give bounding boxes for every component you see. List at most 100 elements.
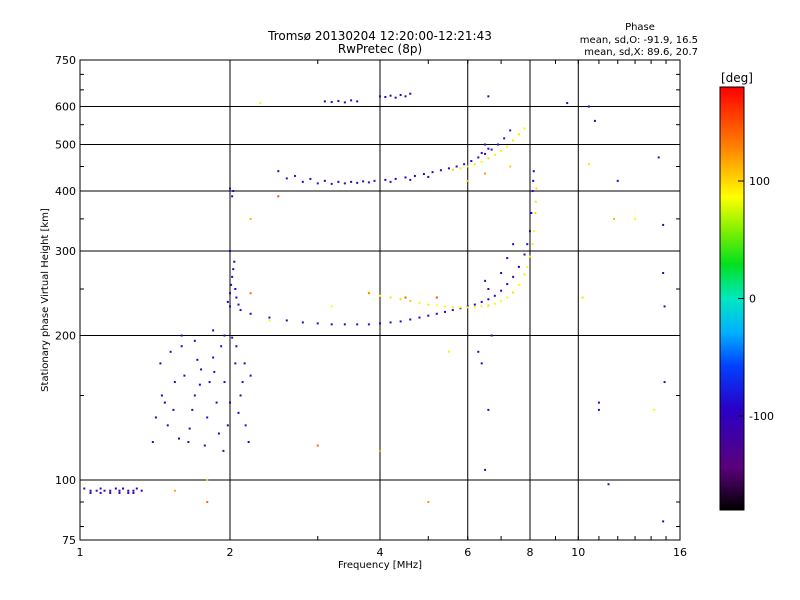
data-point [459, 306, 462, 309]
data-point [232, 190, 235, 193]
data-point [226, 300, 229, 303]
data-point [234, 288, 237, 291]
data-point [169, 350, 172, 353]
data-point [466, 179, 469, 182]
data-point [487, 304, 490, 307]
data-point [487, 298, 490, 301]
y-tick-label: 500 [55, 139, 76, 152]
data-point [487, 147, 490, 150]
data-point [480, 305, 483, 308]
data-point [663, 381, 666, 384]
data-point [480, 152, 483, 155]
data-point [244, 424, 247, 427]
data-point [301, 180, 304, 183]
data-point [379, 294, 381, 297]
data-point [493, 302, 496, 305]
data-point [389, 180, 392, 183]
data-point [531, 190, 534, 193]
data-point [89, 489, 92, 492]
data-point [230, 283, 233, 286]
data-point [662, 271, 665, 274]
data-point [367, 181, 370, 184]
data-point [350, 99, 353, 102]
data-point [109, 489, 112, 492]
data-point [466, 165, 469, 168]
phase-info-o: mean, sd,O: -91.9, 16.5 [580, 35, 698, 46]
data-point [427, 314, 430, 317]
data-point [83, 487, 86, 490]
data-point [198, 383, 201, 386]
data-point [597, 401, 600, 404]
data-point [384, 178, 387, 181]
data-point [427, 175, 430, 178]
data-point [268, 319, 271, 322]
data-point [409, 92, 412, 95]
data-point [455, 165, 458, 168]
data-point [268, 316, 271, 319]
chart-subtitle: RwPretec (8p) [338, 42, 422, 56]
data-point [127, 489, 130, 492]
y-tick-label: 75 [62, 534, 76, 547]
data-point [183, 374, 186, 377]
data-point [206, 479, 209, 482]
data-point [616, 179, 619, 182]
x-tick-label: 10 [571, 546, 585, 559]
data-point [517, 283, 520, 286]
chart-title: Tromsø 20130204 12:20:00-12:21:43 [267, 29, 492, 43]
data-point [343, 182, 346, 185]
data-point [249, 217, 252, 220]
y-axis-label: Stationary phase Virtual Height [km] [40, 208, 51, 392]
data-point [493, 153, 496, 156]
data-point [399, 298, 402, 301]
data-point [473, 303, 476, 306]
data-point [172, 408, 175, 411]
data-point [343, 323, 346, 326]
data-point [118, 491, 121, 494]
y-tick-label: 100 [55, 474, 76, 487]
data-point [212, 356, 215, 359]
data-point [451, 306, 454, 309]
data-point [323, 179, 326, 182]
x-tick-label: 4 [377, 546, 384, 559]
data-point [634, 217, 637, 220]
data-point [330, 101, 333, 104]
data-point [379, 322, 381, 325]
colorbar-tick-label: 0 [749, 293, 756, 306]
data-point [566, 102, 569, 105]
data-point [285, 177, 288, 180]
data-point [249, 312, 252, 315]
data-point [662, 520, 665, 523]
data-point [389, 321, 392, 324]
data-point [180, 345, 183, 348]
data-point [657, 156, 660, 159]
data-point [163, 401, 166, 404]
colorbar-tick-label: -100 [749, 410, 774, 423]
data-point [212, 329, 215, 332]
data-point [490, 148, 493, 151]
data-point [422, 173, 425, 176]
data-point [316, 182, 319, 185]
data-point [394, 177, 397, 180]
data-point [231, 275, 234, 278]
data-point [173, 489, 176, 492]
x-tick-label: 2 [227, 546, 234, 559]
data-point [435, 296, 438, 299]
data-point [587, 163, 590, 166]
data-point [399, 320, 402, 323]
data-point [607, 483, 610, 486]
data-point [203, 444, 206, 447]
data-point [226, 424, 229, 427]
data-point [526, 265, 529, 268]
data-point [249, 292, 252, 295]
data-point [243, 362, 246, 365]
data-point [180, 334, 183, 337]
data-point [506, 145, 509, 148]
colorbar-label: [deg] [721, 71, 753, 85]
data-point [496, 143, 499, 146]
data-point [241, 381, 244, 384]
data-point [301, 321, 304, 324]
data-point [517, 265, 520, 268]
y-tick-label: 400 [55, 185, 76, 198]
data-point [223, 334, 226, 337]
data-point [173, 381, 176, 384]
